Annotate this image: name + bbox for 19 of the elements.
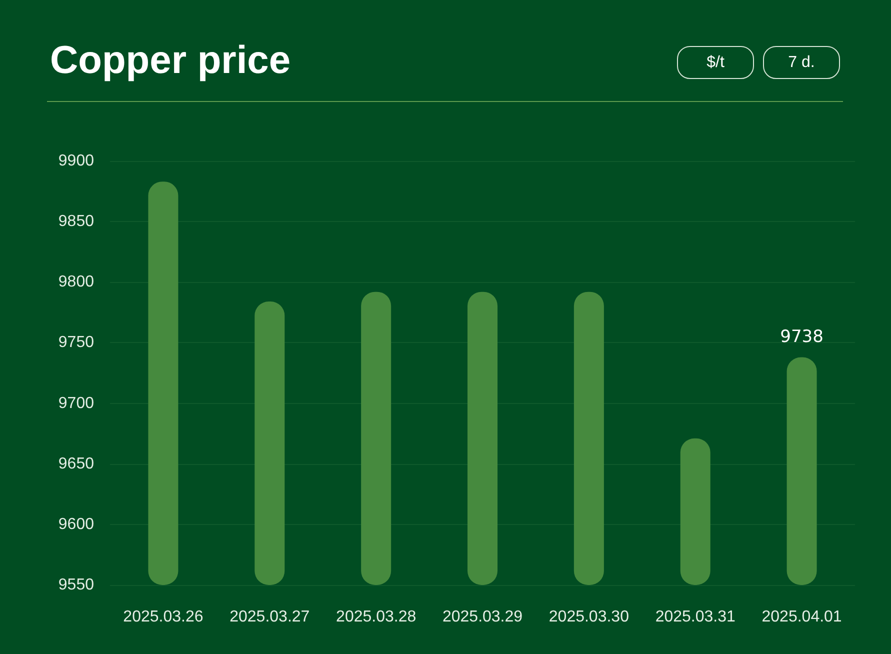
x-tick-label: 2025.04.01 [762,608,842,626]
y-tick-label: 9750 [58,334,94,352]
y-tick-label: 9850 [58,213,94,230]
y-tick-label: 9900 [58,152,94,170]
x-tick-label: 2025.03.28 [336,608,416,626]
y-tick-label: 9800 [58,274,94,291]
x-tick-label: 2025.03.31 [655,608,736,626]
button: 7 d. [763,46,840,79]
x-tick-label: 2025.03.26 [123,608,204,626]
button: $/t [677,46,754,79]
y-tick-label: 9650 [58,455,94,472]
data-label: 9738 [780,326,824,347]
chart-title: Copper price [50,38,291,84]
x-tick-label: 2025.03.29 [442,608,523,626]
y-tick-label: 9600 [58,516,94,533]
x-tick-label: 2025.03.27 [230,608,310,626]
y-tick-label: 9700 [58,394,94,412]
y-tick-label: 9550 [58,576,94,594]
x-tick-label: 2025.03.30 [548,608,630,626]
